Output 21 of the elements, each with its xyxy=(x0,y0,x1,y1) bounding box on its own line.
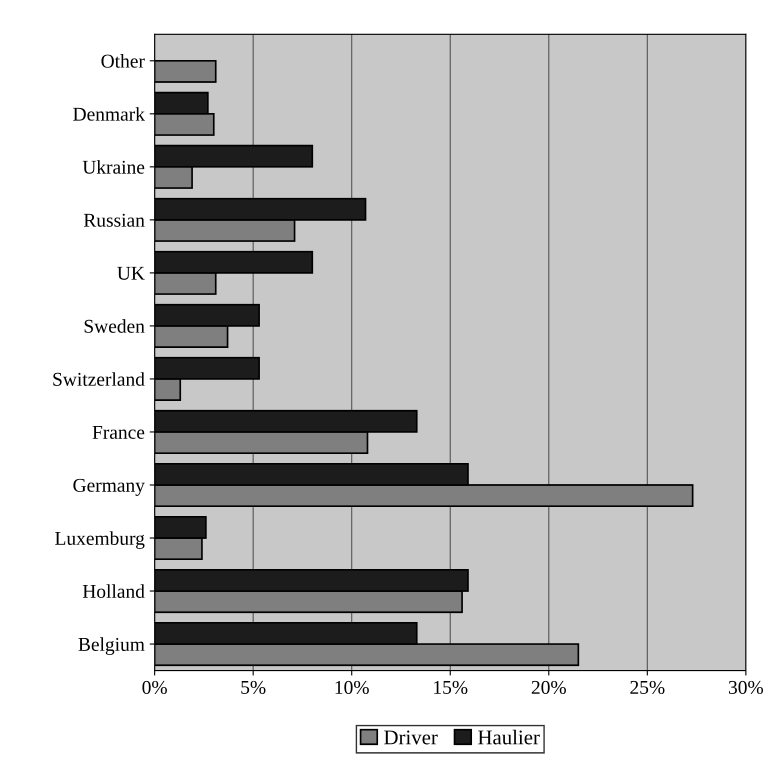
legend-label: Haulier xyxy=(478,730,540,744)
x-tick-label: 15% xyxy=(434,680,468,694)
y-tick-label: Belgium xyxy=(78,637,145,655)
y-tick-label: Germany xyxy=(73,478,145,496)
y-tick-label: Denmark xyxy=(73,107,145,121)
y-tick-label: Sweden xyxy=(84,319,145,333)
y-tick-label: Ukraine xyxy=(82,160,144,174)
x-tick-label: 10% xyxy=(336,680,369,694)
y-tick-label: Switzerland xyxy=(53,372,145,386)
y-tick-label: France xyxy=(92,426,144,439)
y-tick-label: Russian xyxy=(84,214,145,227)
x-tick-label: 0% xyxy=(142,680,167,694)
y-tick-label: Holland xyxy=(82,584,145,598)
legend-label: Driver xyxy=(384,730,438,744)
y-tick-label: Luxemburg xyxy=(55,531,145,549)
y-tick-label: UK xyxy=(117,266,145,280)
x-tick-label: 5% xyxy=(241,680,266,694)
x-tick-label: 20% xyxy=(532,680,566,694)
x-tick-label: 30% xyxy=(728,680,764,694)
x-tick-label: 25% xyxy=(630,680,664,694)
y-tick-label: Other xyxy=(101,54,145,68)
